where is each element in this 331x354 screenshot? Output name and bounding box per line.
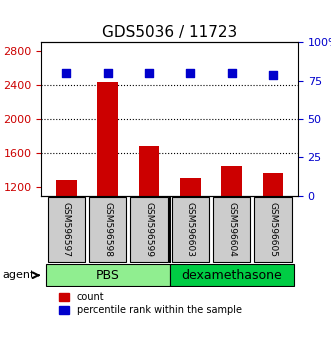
Point — [229, 70, 234, 76]
Point — [64, 70, 69, 76]
Text: GSM596605: GSM596605 — [268, 202, 278, 257]
Text: agent: agent — [3, 270, 35, 280]
Point — [105, 70, 110, 76]
Text: PBS: PBS — [96, 269, 119, 282]
Text: GSM596597: GSM596597 — [62, 202, 71, 257]
FancyBboxPatch shape — [130, 197, 167, 262]
FancyBboxPatch shape — [89, 197, 126, 262]
Text: GSM596598: GSM596598 — [103, 202, 112, 257]
Bar — [263, 173, 283, 289]
Bar — [221, 166, 242, 289]
Point — [188, 70, 193, 76]
Text: GSM596603: GSM596603 — [186, 202, 195, 257]
Text: dexamethasone: dexamethasone — [181, 269, 282, 282]
FancyBboxPatch shape — [45, 264, 170, 286]
Text: GSM596604: GSM596604 — [227, 202, 236, 257]
Text: GSM596599: GSM596599 — [144, 202, 154, 257]
FancyBboxPatch shape — [255, 197, 292, 262]
Bar — [56, 180, 76, 289]
FancyBboxPatch shape — [172, 197, 209, 262]
Title: GDS5036 / 11723: GDS5036 / 11723 — [102, 25, 237, 40]
Bar — [180, 178, 201, 289]
Point — [146, 70, 152, 76]
FancyBboxPatch shape — [213, 197, 250, 262]
FancyBboxPatch shape — [48, 197, 85, 262]
Legend: count, percentile rank within the sample: count, percentile rank within the sample — [59, 292, 242, 315]
Point — [270, 72, 276, 78]
Bar — [139, 146, 159, 289]
FancyBboxPatch shape — [170, 264, 294, 286]
Bar — [97, 82, 118, 289]
